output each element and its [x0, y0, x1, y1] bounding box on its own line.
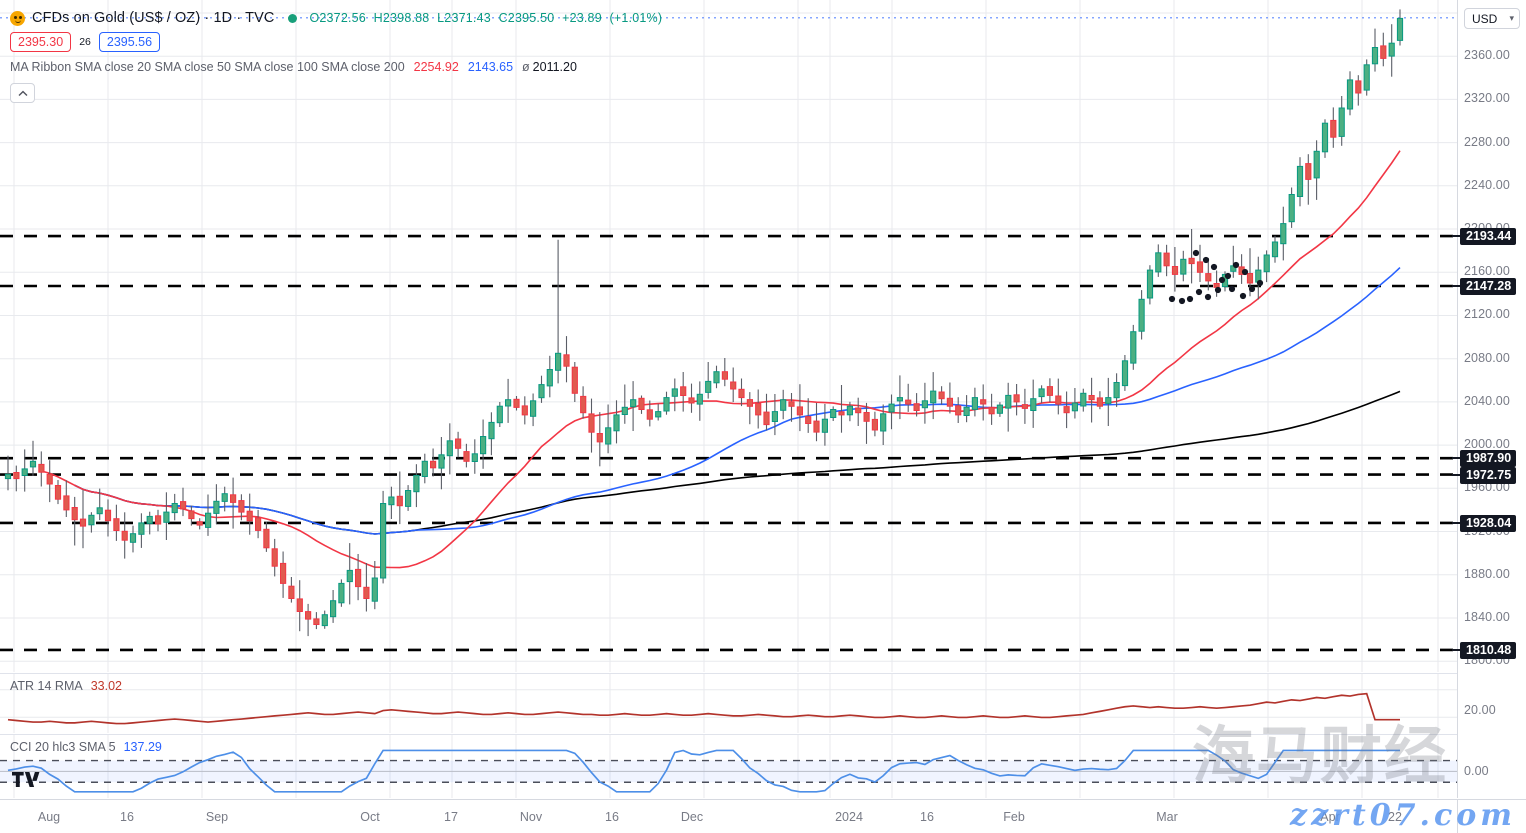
price-axis-tick: 1960.00	[1464, 480, 1510, 495]
cci-plot	[0, 735, 1457, 798]
time-axis-tick: Dec	[680, 810, 704, 824]
badge-tick-mark	[1452, 235, 1460, 238]
time-axis-tick: 17	[444, 810, 458, 824]
time-axis-tick: 16	[920, 810, 934, 824]
price-level-badge[interactable]: 1928.04	[1452, 514, 1517, 532]
price-axis-tick: 1840.00	[1464, 609, 1510, 624]
time-axis-tick: 16	[605, 810, 619, 824]
time-axis-tick: 16	[120, 810, 134, 824]
symbol-row[interactable]: CFDs on Gold (US$ / OZ) · 1D · TVC O2372…	[10, 8, 666, 28]
gold-coin-icon	[10, 10, 25, 26]
ohlc-open: O2372.56	[309, 11, 366, 25]
price-axis-tick: 2120.00	[1464, 307, 1510, 322]
ohlc-close: C2395.50	[498, 11, 555, 25]
ohlc-high: H2398.88	[373, 11, 430, 25]
cci-legend-value: 137.29	[123, 740, 162, 754]
price-plot[interactable]	[0, 0, 1457, 672]
time-axis-tick: Apr	[1320, 810, 1340, 824]
chevron-up-icon[interactable]	[10, 83, 35, 103]
price-level-badge[interactable]: 2193.44	[1452, 228, 1517, 246]
ma-sma20-value: 2254.92	[413, 60, 459, 74]
currency-selector[interactable]: USD ▾	[1464, 8, 1520, 29]
ma-average-value: 2011.20	[532, 60, 577, 74]
cci-axis-tick: 0.00	[1464, 764, 1489, 778]
badge-tick-mark	[1452, 648, 1460, 651]
price-axis-tick: 2040.00	[1464, 393, 1510, 408]
chart-legend: CFDs on Gold (US$ / OZ) · 1D · TVC O2372…	[0, 0, 666, 103]
price-axis-tick: 2280.00	[1464, 134, 1510, 149]
ma-ribbon-names: MA Ribbon SMA close 20 SMA close 50 SMA …	[10, 60, 405, 74]
sigma-icon: ø	[522, 60, 530, 74]
badge-tick-mark	[1452, 457, 1460, 460]
atr-legend-name: ATR 14 RMA	[10, 679, 83, 693]
time-axis-tick: Aug	[37, 810, 61, 824]
time-axis-tick: 2024	[835, 810, 863, 824]
price-axis-tick: 2000.00	[1464, 437, 1510, 452]
cci-legend[interactable]: CCI 20 hlc3 SMA 5 137.29	[10, 740, 162, 754]
market-open-dot	[288, 13, 298, 23]
time-axis-tick: Mar	[1156, 810, 1178, 824]
cci-legend-name: CCI 20 hlc3 SMA 5	[10, 740, 116, 754]
price-axis-tick: 2320.00	[1464, 91, 1510, 106]
ohlc-change-pct: (+1.01%)	[609, 11, 663, 25]
bid-price-badge[interactable]: 2395.30	[10, 31, 72, 52]
price-level-badge[interactable]: 1972.75	[1452, 466, 1517, 484]
price-level-badge[interactable]: 1987.90	[1452, 450, 1517, 468]
price-axis[interactable]: 2360.002320.002280.002240.002200.002160.…	[1452, 0, 1526, 798]
atr-pane[interactable]: ATR 14 RMA 33.02	[0, 673, 1457, 733]
time-axis-tick: Feb	[1003, 810, 1025, 824]
ma-sma50-value: 2143.65	[467, 60, 514, 74]
price-pane[interactable]	[0, 0, 1457, 672]
badge-tick-mark	[1452, 473, 1460, 476]
time-axis-tick: 22	[1388, 810, 1402, 824]
price-level-badge[interactable]: 1810.48	[1452, 641, 1517, 659]
time-axis-tick: Oct	[360, 810, 380, 824]
price-axis-tick: 2240.00	[1464, 177, 1510, 192]
ma-ribbon-legend[interactable]: MA Ribbon SMA close 20 SMA close 50 SMA …	[10, 58, 666, 76]
price-axis-tick: 1880.00	[1464, 566, 1510, 581]
tradingview-logo-icon[interactable]	[12, 769, 42, 790]
badge-tick-mark	[1452, 521, 1460, 524]
ma-average: ø 2011.20	[522, 60, 577, 74]
atr-axis-tick: 20.00	[1464, 703, 1496, 717]
atr-legend-value: 33.02	[90, 679, 122, 693]
bid-ask-row: 2395.30 26 2395.56	[10, 31, 666, 52]
chevron-down-icon: ▾	[1509, 13, 1514, 23]
time-axis-tick: Sep	[205, 810, 229, 824]
axis-corner	[1457, 800, 1526, 833]
ohlc-low: L2371.43	[437, 11, 491, 25]
time-axis[interactable]: Aug 16 Sep Oct 17 Nov 16 Dec 2024 16 Feb Mar Apr 22	[0, 799, 1526, 833]
currency-label: USD	[1472, 11, 1498, 26]
ask-price-badge[interactable]: 2395.56	[98, 31, 161, 52]
atr-plot	[0, 674, 1457, 733]
price-axis-tick: 2160.00	[1464, 264, 1510, 279]
ohlc-values: O2372.56 H2398.88 L2371.43 C2395.50 +23.…	[309, 11, 666, 25]
time-axis-tick: Nov	[519, 810, 543, 824]
ohlc-change: +23.89	[562, 11, 602, 25]
chevron-up-glyph	[18, 90, 27, 96]
atr-legend[interactable]: ATR 14 RMA 33.02	[10, 679, 122, 693]
spread-value: 26	[79, 35, 91, 48]
price-axis-tick: 2080.00	[1464, 350, 1510, 365]
price-axis-tick: 2360.00	[1464, 48, 1510, 63]
candlestick-series	[4, 9, 1404, 637]
price-level-badge[interactable]: 2147.28	[1452, 277, 1517, 295]
badge-tick-mark	[1452, 284, 1460, 287]
symbol-title[interactable]: CFDs on Gold (US$ / OZ) · 1D · TVC	[32, 10, 275, 26]
cci-pane[interactable]: CCI 20 hlc3 SMA 5 137.29	[0, 734, 1457, 798]
